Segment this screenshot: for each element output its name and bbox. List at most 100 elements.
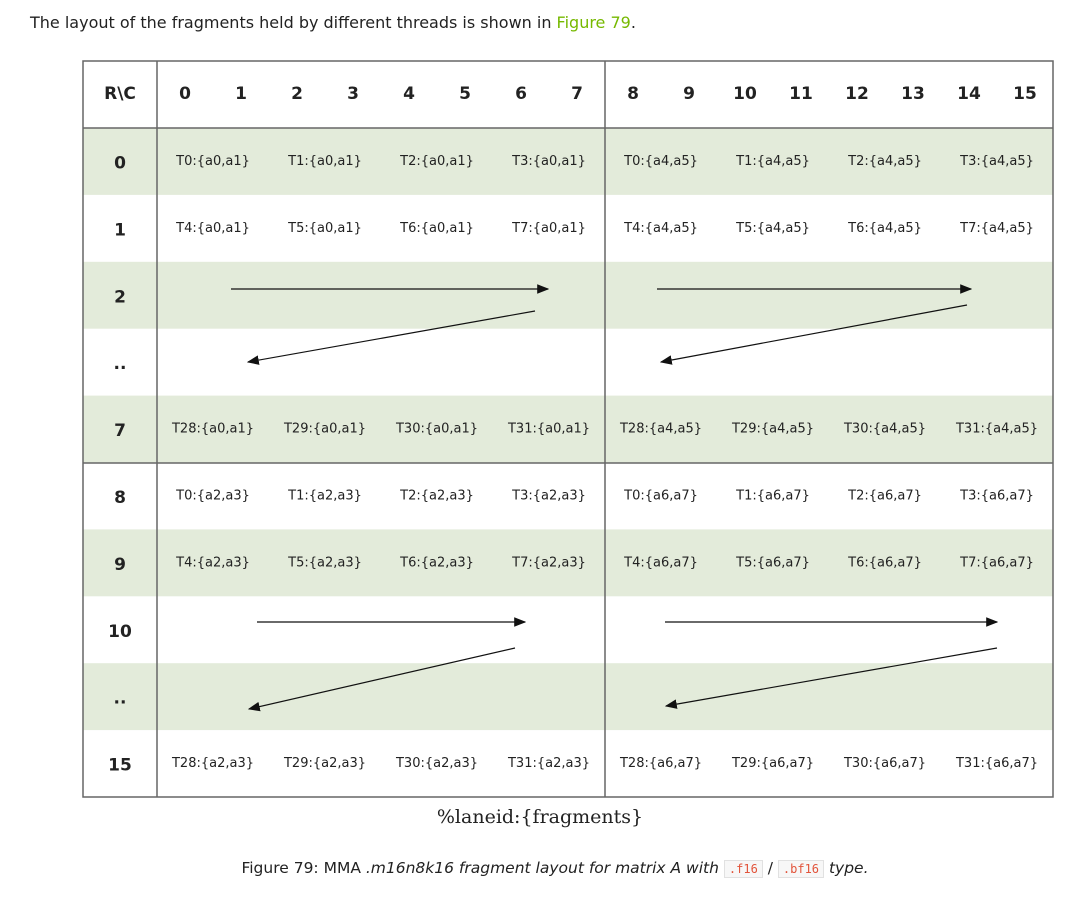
fragment-cell: T30:{a2,a3}: [395, 756, 478, 771]
fragment-cell: T0:{a0,a1}: [175, 154, 250, 169]
column-label: 14: [957, 84, 981, 104]
fragment-cell: T1:{a2,a3}: [287, 488, 362, 503]
arrow: [246, 310, 536, 365]
caption: Figure 79: MMA .m16n8k16 fragment layout…: [0, 859, 1080, 878]
column-label: 4: [403, 84, 415, 104]
row-label: ..: [114, 689, 127, 709]
fragment-cell: T0:{a2,a3}: [175, 488, 250, 503]
fragment-cell: T6:{a0,a1}: [399, 221, 474, 236]
fragment-cell: T2:{a2,a3}: [399, 488, 474, 503]
code: .f16: [723, 860, 763, 878]
column-label: 2: [291, 84, 303, 104]
intro-end: .: [630, 13, 636, 32]
fragment-cell: T28:{a0,a1}: [171, 422, 254, 437]
row-label: ..: [114, 354, 127, 374]
intro-text: The layout of the fragments held by diff…: [30, 13, 557, 32]
figure-link[interactable]: Figure 79: [556, 13, 631, 32]
fragment-cell: T5:{a0,a1}: [287, 221, 362, 236]
fragment-cell: T31:{a0,a1}: [507, 422, 590, 437]
row-bg: [83, 529, 1053, 597]
table-border: [82, 60, 1054, 798]
arrow: [247, 647, 516, 712]
fragment-cell: T2:{a6,a7}: [847, 488, 922, 503]
fragment-cell: T4:{a2,a3}: [175, 555, 250, 570]
row-shading: [83, 128, 1053, 731]
fragment-cell: T30:{a6,a7}: [843, 756, 926, 771]
column-label: 7: [571, 84, 583, 104]
fragment-cell: T28:{a6,a7}: [619, 756, 702, 771]
fragment-cell: T6:{a6,a7}: [847, 555, 922, 570]
row-bg: [83, 395, 1053, 463]
row-bg: [83, 261, 1053, 329]
fragment-cell: T7:{a6,a7}: [959, 555, 1034, 570]
fragment-cell: T5:{a2,a3}: [287, 555, 362, 570]
fragment-cell: T6:{a2,a3}: [399, 555, 474, 570]
column-label: 11: [789, 84, 813, 104]
caption-end: type.: [828, 859, 869, 877]
arrow: [659, 304, 968, 365]
fragment-cell: T30:{a0,a1}: [395, 422, 478, 437]
row-label: 8: [114, 488, 126, 508]
arrows: [231, 284, 999, 712]
column-label: 13: [901, 84, 925, 104]
fragment-cell: T28:{a2,a3}: [171, 756, 254, 771]
row-label: 10: [108, 622, 132, 642]
row-label: 7: [114, 421, 126, 441]
fragment-cell: T29:{a6,a7}: [731, 756, 814, 771]
row-label: 9: [114, 555, 126, 575]
fragment-cell: T3:{a0,a1}: [511, 154, 586, 169]
fragment-cell: T0:{a4,a5}: [623, 154, 698, 169]
column-label: 8: [627, 84, 639, 104]
fragment-cell: T4:{a4,a5}: [623, 221, 698, 236]
fragment-cell: T3:{a2,a3}: [511, 488, 586, 503]
row-bg: [83, 128, 1053, 195]
fragment-cell: T6:{a4,a5}: [847, 221, 922, 236]
table-borders: [82, 60, 1054, 798]
fragment-cell: T29:{a2,a3}: [283, 756, 366, 771]
fragment-cell: T1:{a0,a1}: [287, 154, 362, 169]
figure: R\C 0 1 2 3 4 5 6 7 8 9 10 11 12 13 14 150 T0:{a0,a1} T1:{…: [82, 60, 1054, 798]
legend: %laneid:{fragments}: [436, 806, 644, 828]
caption-sep: /: [767, 859, 773, 877]
fragment-cell: T5:{a6,a7}: [735, 555, 810, 570]
fragment-cell: T7:{a2,a3}: [511, 555, 586, 570]
row-label: 2: [114, 287, 126, 307]
fragment-cell: T28:{a4,a5}: [619, 422, 702, 437]
fragment-cell: T31:{a6,a7}: [955, 756, 1038, 771]
fragment-cell: T1:{a6,a7}: [735, 488, 810, 503]
fragment-cell: T2:{a0,a1}: [399, 154, 474, 169]
row-label: 1: [114, 220, 126, 240]
fragment-cell: T29:{a0,a1}: [283, 422, 366, 437]
fragment-cell: T3:{a6,a7}: [959, 488, 1034, 503]
fragment-cell: T30:{a4,a5}: [843, 422, 926, 437]
row-label: 15: [108, 756, 132, 776]
fragment-cell: T29:{a4,a5}: [731, 422, 814, 437]
column-label: 12: [845, 84, 869, 104]
fragment-cell: T4:{a6,a7}: [623, 555, 698, 570]
fragment-cell: T2:{a4,a5}: [847, 154, 922, 169]
column-label: 6: [515, 84, 527, 104]
fragment-cell: T0:{a6,a7}: [623, 488, 698, 503]
caption-prefix: Figure 79: MMA: [241, 859, 366, 877]
column-label: 5: [459, 84, 471, 104]
caption-italic: .m16n8k16 fragment layout for matrix A w…: [365, 859, 719, 877]
column-label: 1: [235, 84, 247, 104]
column-label: 3: [347, 84, 359, 104]
intro: The layout of the fragments held by diff…: [30, 13, 636, 32]
fragment-cell: T7:{a0,a1}: [511, 221, 586, 236]
fragment-cell: T1:{a4,a5}: [735, 154, 810, 169]
code: .bf16: [777, 860, 825, 878]
corner-label: R\C: [104, 84, 136, 104]
row-label: 0: [114, 153, 126, 173]
column-label: 10: [733, 84, 757, 104]
fragment-cell: T7:{a4,a5}: [959, 221, 1034, 236]
column-label: 15: [1013, 84, 1037, 104]
fragment-cell: T31:{a2,a3}: [507, 756, 590, 771]
column-label: 0: [179, 84, 191, 104]
fragment-cell: T3:{a4,a5}: [959, 154, 1034, 169]
arrow: [664, 647, 998, 709]
row-bg: [83, 663, 1053, 731]
fragment-cell: T31:{a4,a5}: [955, 422, 1038, 437]
fragment-cell: T4:{a0,a1}: [175, 221, 250, 236]
